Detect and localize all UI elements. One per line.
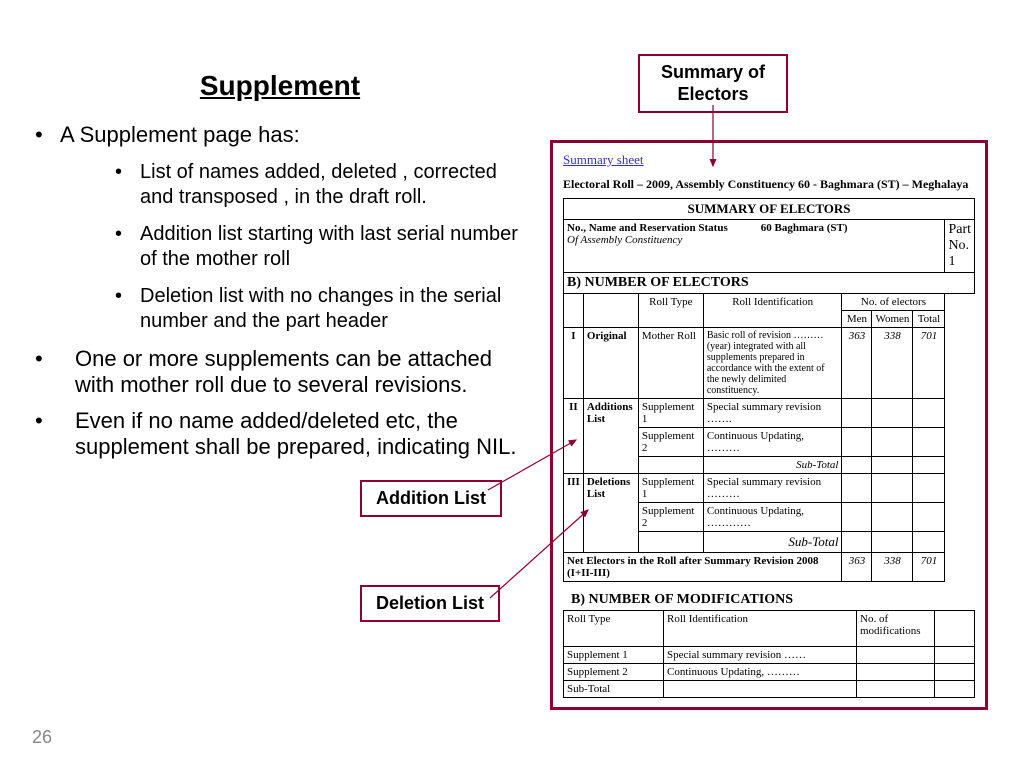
constituency-label: No., Name and Reservation Status bbox=[567, 222, 728, 234]
callout-deletion: Deletion List bbox=[360, 585, 500, 622]
modifications-table: Roll Type Roll Identification No. of mod… bbox=[563, 610, 975, 698]
mod-col-no: No. of modifications bbox=[857, 611, 935, 647]
row2-cat: Additions List bbox=[583, 399, 638, 474]
net-label: Net Electors in the Roll after Summary R… bbox=[564, 553, 842, 582]
row2-subtotal: Sub-Total bbox=[703, 457, 842, 474]
col-roll-type: Roll Type bbox=[638, 294, 703, 328]
net-men: 363 bbox=[842, 553, 872, 582]
roll-header: Electoral Roll – 2009, Assembly Constitu… bbox=[563, 177, 975, 192]
bullet-1a: List of names added, deleted , corrected… bbox=[30, 160, 530, 210]
row1-cat: Original bbox=[583, 328, 638, 399]
mod1-id: Special summary revision …… bbox=[664, 647, 857, 664]
mod-col-id: Roll Identification bbox=[664, 611, 857, 647]
row2-id2: Continuous Updating, ……… bbox=[703, 428, 842, 457]
row2-id1: Special summary revision ……. bbox=[703, 399, 842, 428]
col-women: Women bbox=[872, 311, 913, 328]
summary-title: SUMMARY OF ELECTORS bbox=[564, 199, 975, 220]
summary-table: SUMMARY OF ELECTORS No., Name and Reserv… bbox=[563, 198, 975, 582]
row3-type1: Supplement 1 bbox=[638, 474, 703, 503]
callout-summary: Summary of Electors bbox=[638, 54, 788, 113]
summary-sheet-frame: Summary sheet Electoral Roll – 2009, Ass… bbox=[550, 140, 988, 710]
page-number: 26 bbox=[32, 727, 52, 748]
part-no: Part No. 1 bbox=[945, 220, 975, 273]
net-total: 701 bbox=[913, 553, 945, 582]
row2-type2: Supplement 2 bbox=[638, 428, 703, 457]
summary-sheet-link: Summary sheet bbox=[563, 152, 644, 167]
net-women: 338 bbox=[872, 553, 913, 582]
bullet-3: Even if no name added/deleted etc, the s… bbox=[30, 408, 530, 460]
row3-subtotal: Sub-Total bbox=[703, 532, 842, 553]
row1-total: 701 bbox=[913, 328, 945, 399]
section-b2-title: B) NUMBER OF MODIFICATIONS bbox=[563, 582, 975, 610]
row3-type2: Supplement 2 bbox=[638, 503, 703, 532]
col-no-electors: No. of electors bbox=[842, 294, 945, 311]
mod-subtotal: Sub-Total bbox=[564, 681, 664, 698]
row1-idx: I bbox=[564, 328, 584, 399]
mod2-id: Continuous Updating, ……… bbox=[664, 664, 857, 681]
row3-id2: Continuous Updating, ………… bbox=[703, 503, 842, 532]
row2-idx: II bbox=[564, 399, 584, 474]
bullet-1b: Addition list starting with last serial … bbox=[30, 222, 530, 272]
mod2-type: Supplement 2 bbox=[564, 664, 664, 681]
constituency-value: 60 Baghmara (ST) bbox=[761, 222, 848, 234]
bullet-1: A Supplement page has: bbox=[30, 122, 530, 148]
row3-cat: Deletions List bbox=[583, 474, 638, 553]
bullet-1c: Deletion list with no changes in the ser… bbox=[30, 284, 530, 334]
col-men: Men bbox=[842, 311, 872, 328]
col-roll-id: Roll Identification bbox=[703, 294, 842, 328]
col-total: Total bbox=[913, 311, 945, 328]
slide-title: Supplement bbox=[30, 70, 530, 102]
mod1-type: Supplement 1 bbox=[564, 647, 664, 664]
row3-id1: Special summary revision ……… bbox=[703, 474, 842, 503]
row2-type1: Supplement 1 bbox=[638, 399, 703, 428]
bullet-2: One or more supplements can be attached … bbox=[30, 346, 530, 398]
row1-men: 363 bbox=[842, 328, 872, 399]
row1-type: Mother Roll bbox=[638, 328, 703, 399]
row3-idx: III bbox=[564, 474, 584, 553]
constituency-sub: Of Assembly Constituency bbox=[567, 234, 682, 246]
row1-id: Basic roll of revision ………(year) integra… bbox=[703, 328, 842, 399]
mod-col-type: Roll Type bbox=[564, 611, 664, 647]
section-b-title: B) NUMBER OF ELECTORS bbox=[564, 273, 975, 294]
callout-addition: Addition List bbox=[360, 480, 502, 517]
row1-women: 338 bbox=[872, 328, 913, 399]
